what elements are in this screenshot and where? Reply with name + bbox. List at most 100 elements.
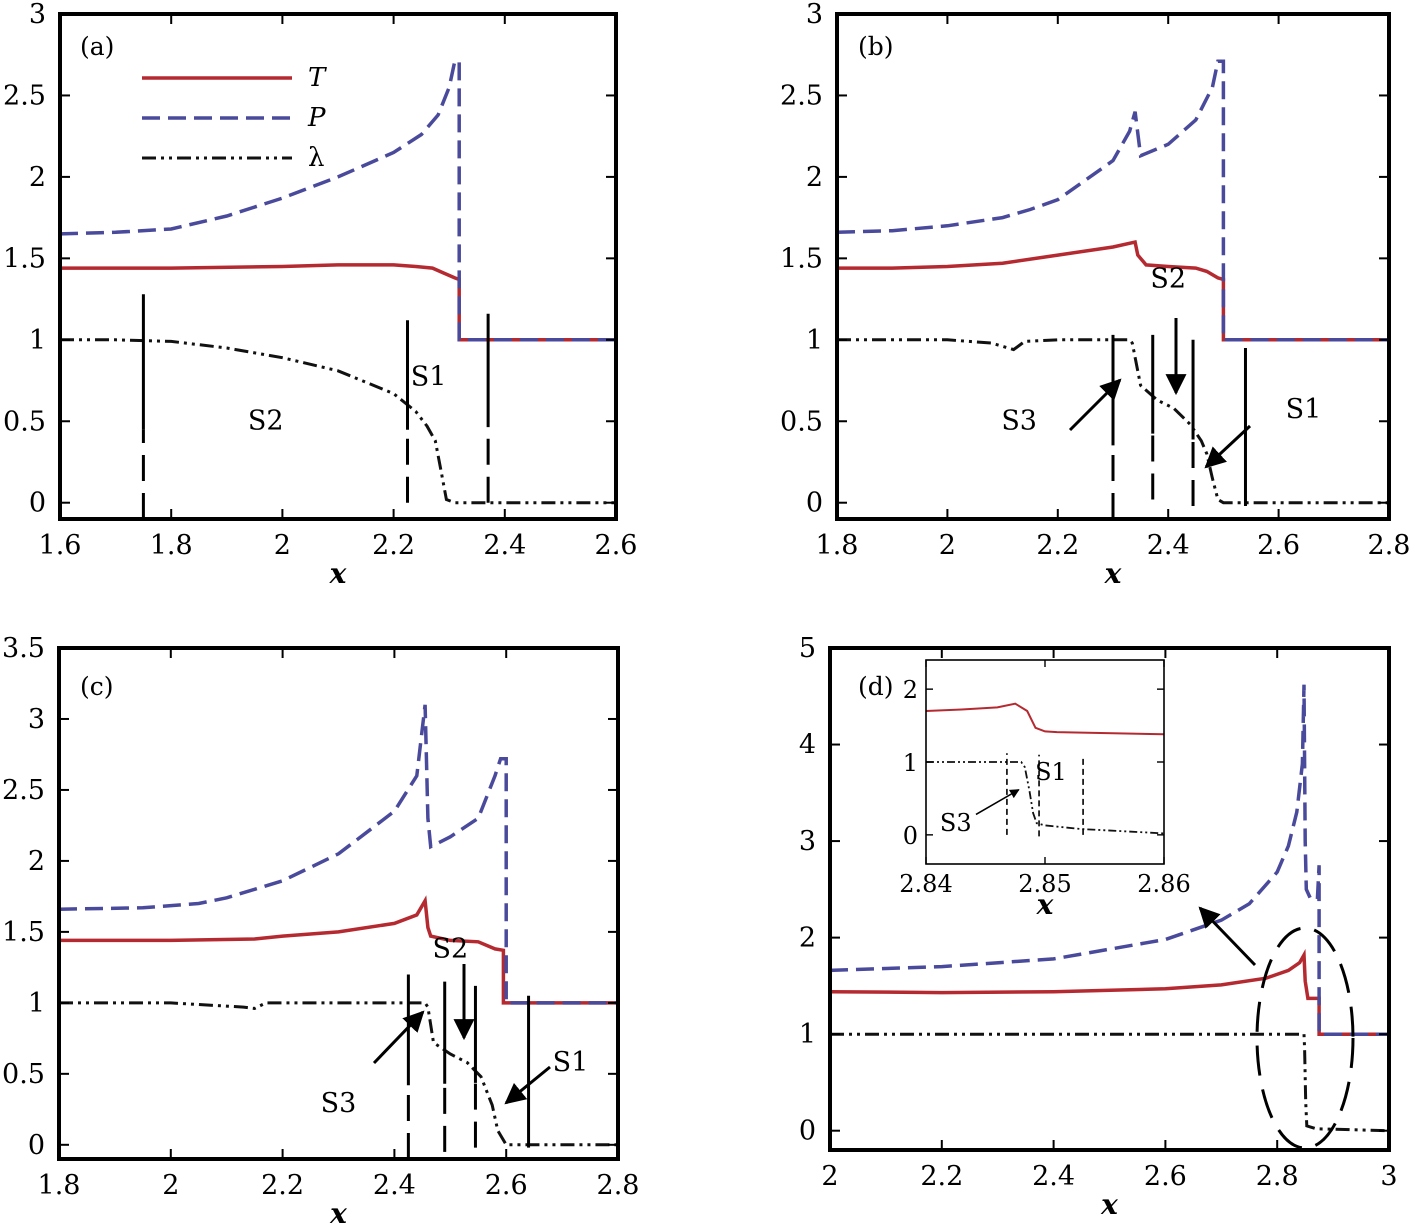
y-tick-label: 1 (806, 325, 823, 356)
annotation-s3: S3 (940, 809, 972, 837)
arrow-s3 (1068, 378, 1122, 432)
legend-label-P: P (307, 103, 326, 133)
x-axis-label: x (329, 1197, 347, 1225)
y-tick-label: 0 (29, 488, 46, 519)
plot-area: 1.8 2 2.2 2.4 2.6 2.8 0 0.5 1 1.5 2 2.5 3 3.5 x S2 S3 S1 (2, 633, 639, 1225)
series-line-T (829, 948, 1389, 1036)
highlight-ellipse (1255, 926, 1355, 1150)
y-tick-label: 2 (806, 162, 823, 193)
plot-frame (57, 646, 620, 1161)
annotation-s3: S3 (321, 1088, 357, 1119)
annotation-s2: S2 (248, 405, 284, 436)
y-tick-label: 2.5 (2, 775, 45, 806)
x-tick-label: 2.6 (595, 530, 638, 561)
plot-area: 1.6 1.8 2 2.2 2.4 2.6 0 0.5 1 1.5 2 2.5 3 x S2 S1 (3, 0, 637, 590)
x-tick-label: 2 (274, 530, 291, 561)
x-tick-label: 2.8 (597, 1170, 640, 1201)
x-axis-label: x (1036, 888, 1054, 921)
y-tick-label: 0.5 (2, 1059, 45, 1090)
arrow-s1 (1204, 424, 1252, 469)
series-line-T (60, 263, 616, 342)
y-tick-label: 2.5 (3, 80, 46, 111)
y-tick-label: 2 (29, 162, 46, 193)
annotation-s2: S2 (1150, 264, 1186, 295)
y-tick-label: 0 (799, 1116, 816, 1147)
series-line-P (59, 59, 616, 342)
x-tick-label: 1.8 (38, 1170, 81, 1201)
arrow-s1 (504, 1065, 551, 1105)
annotation-s1: S1 (1035, 758, 1067, 786)
x-tick-label: 2 (162, 1170, 179, 1201)
x-tick-label: 2.6 (485, 1170, 528, 1201)
y-tick-label: 1 (903, 749, 918, 777)
x-tick-label: 2.85 (1018, 870, 1071, 898)
y-tick-label: 0.5 (780, 406, 823, 437)
x-tick-label: 1.6 (39, 530, 82, 561)
x-axis-label: x (1104, 557, 1122, 590)
plot-frame (58, 12, 618, 521)
y-tick-label: 5 (799, 633, 816, 664)
legend-label-T: T (308, 63, 327, 93)
inset-chart: 2.84 2.85 2.86 0 1 2 x S1 S3 (899, 659, 1191, 921)
x-tick-label: 2.4 (483, 530, 526, 561)
y-tick-label: 3 (799, 826, 816, 857)
panel-c: 1.8 2 2.2 2.4 2.6 2.800.511.522.533.5xS2S3S1 … (2, 633, 639, 1225)
x-tick-label: 2.4 (373, 1170, 416, 1201)
x-tick-label: 2.6 (1257, 530, 1300, 561)
panel-label: (c) (80, 672, 114, 701)
series-line-lambda (830, 1032, 1390, 1133)
y-tick-label: 1 (28, 988, 45, 1019)
x-axis-label: x (1100, 1188, 1118, 1221)
annotation-s1: S1 (1286, 394, 1322, 425)
plot-area: 2 2.2 2.4 2.6 2.8 3 0 1 2 3 4 5 x (799, 633, 1398, 1221)
x-tick-label: 2.8 (1368, 530, 1411, 561)
y-tick-label: 1 (29, 325, 46, 356)
y-tick-label: 2.5 (780, 80, 823, 111)
legend: T P λ (142, 63, 327, 173)
y-tick-label: 1.5 (780, 243, 823, 274)
y-tick-label: 0 (28, 1130, 45, 1161)
annotation-s3: S3 (1001, 405, 1037, 436)
y-tick-label: 4 (799, 730, 816, 761)
x-tick-label: 2.8 (1256, 1161, 1299, 1192)
x-tick-label: 1.8 (150, 530, 193, 561)
panel-d: 2 2.2 2.4 2.6 2.8 3 0 1 2 3 4 5 x (d) 2.84 2.85 2.86 0 1… (799, 633, 1398, 1221)
series-line-P (58, 704, 618, 1005)
y-tick-label: 3 (806, 0, 823, 30)
y-tick-label: 2 (799, 923, 816, 954)
y-tick-label: 0 (806, 488, 823, 519)
x-tick-label: 2.4 (1032, 1161, 1075, 1192)
series-line-lambda (59, 1001, 618, 1147)
x-tick-label: 2.2 (920, 1161, 963, 1192)
x-tick-label: 1.8 (816, 530, 859, 561)
y-tick-label: 0.5 (3, 406, 46, 437)
panel-a: 1.6 1.8 2 2.2 2.4 2.6 0 0.5 1 1.5 2 2.5 3 x S2 S1 (a) T… (3, 0, 637, 590)
y-tick-label: 3 (29, 0, 46, 30)
x-tick-label: 2.86 (1137, 870, 1190, 898)
y-tick-label: 3.5 (2, 633, 45, 664)
x-axis-label: x (329, 557, 347, 590)
panel-b: 1.8 2 2.2 2.4 2.6 2.8 0 0.5 1 1.5 2 2.5 3 x S2 S3 S1 (b) (780, 0, 1410, 590)
x-tick-label: 2.2 (1036, 530, 1079, 561)
series-line-lambda (837, 338, 1389, 505)
legend-label-lambda: λ (308, 143, 324, 173)
annotation-s2: S2 (432, 933, 468, 964)
arrow-s3 (372, 1010, 425, 1065)
panel-label: (a) (80, 32, 114, 61)
plot-area: 1.8 2 2.2 2.4 2.6 2.8 0 0.5 1 1.5 2 2.5 3 x S2 S3 S1 (780, 0, 1410, 590)
plot-frame (828, 646, 1391, 1152)
y-tick-label: 0 (903, 822, 918, 850)
y-tick-label: 1 (799, 1019, 816, 1050)
series-line-lambda (926, 761, 1165, 835)
series-line-T (59, 895, 618, 1005)
x-tick-label: 3 (1380, 1161, 1397, 1192)
series-line-P (829, 684, 1389, 1036)
y-tick-label: 1.5 (2, 917, 45, 948)
series-line-P (836, 59, 1389, 342)
series-line-T (837, 240, 1389, 342)
panel-label: (b) (858, 32, 894, 61)
y-tick-label: 2 (28, 846, 45, 877)
plot-frame (835, 12, 1391, 521)
panel-label: (d) (858, 672, 894, 701)
